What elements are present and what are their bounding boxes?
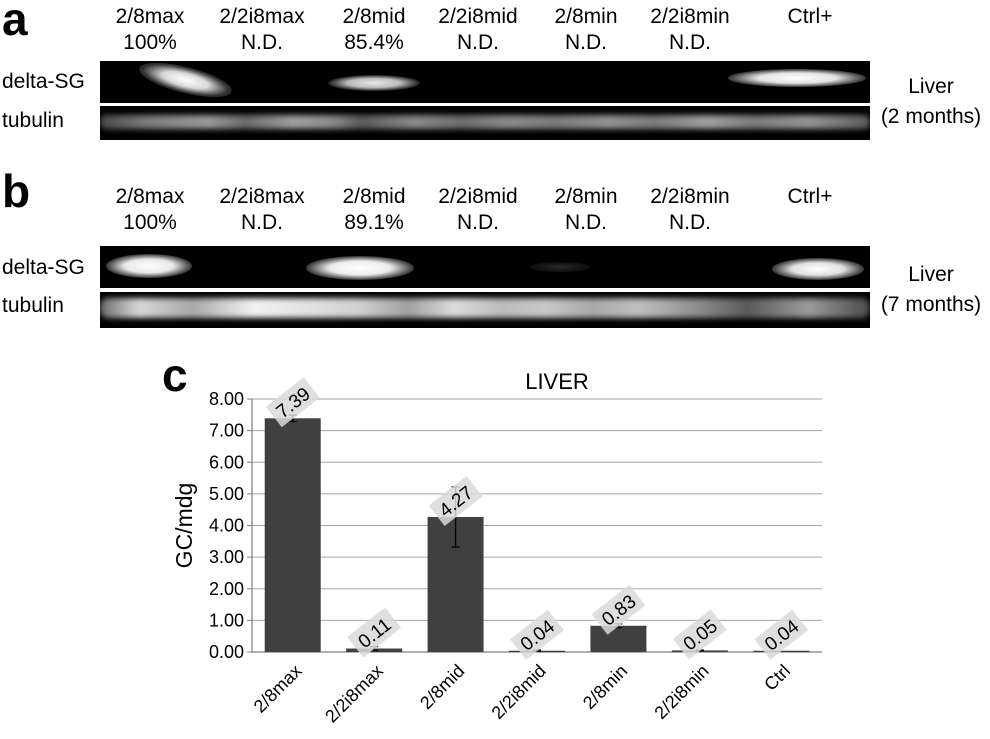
- lane-value: N.D.: [241, 211, 283, 234]
- panel-b-row-label-deltasg: delta-SG: [2, 256, 85, 279]
- data-label-bg: [591, 584, 646, 635]
- y-tick-label: 4.00: [209, 516, 244, 536]
- lane-value: 85.4%: [344, 31, 404, 54]
- bar: [264, 418, 321, 652]
- lane-header: 2/8min N.D.: [526, 4, 646, 56]
- lane-name: 2/8mid: [342, 5, 406, 28]
- panel-b-row-label-tubulin: tubulin: [2, 294, 64, 317]
- y-tick-label: 5.00: [209, 484, 244, 504]
- lane-name: 2/2i8min: [650, 5, 730, 28]
- y-tick-label: 8.00: [209, 389, 244, 409]
- lane-value: N.D.: [457, 31, 499, 54]
- data-label-bg: [265, 377, 320, 428]
- y-tick-label: 7.00: [209, 421, 244, 441]
- lane-value: N.D.: [241, 31, 283, 54]
- panel-a-deltasg-blot: [100, 61, 870, 103]
- x-tick-label: 2/2i8mid: [488, 661, 550, 723]
- lane-value: N.D.: [669, 211, 711, 234]
- y-tick-label: 3.00: [209, 547, 244, 567]
- lane-header: 2/2i8mid N.D.: [418, 184, 538, 236]
- bar: [590, 625, 647, 652]
- liver-bar-chart: LIVER GC/mdg 0.00 1.00 2.00 3.00 4.00 5.00 6.00 7…: [171, 369, 822, 727]
- chart-title: LIVER: [525, 369, 589, 394]
- panel-a-side-label-line1: Liver: [908, 75, 954, 98]
- lane-header: 2/2i8mid N.D.: [418, 4, 538, 56]
- lane-name: 2/8max: [115, 185, 185, 208]
- y-axis-label: GC/mdg: [171, 483, 197, 569]
- panel-a-tubulin-blot: [100, 106, 870, 140]
- y-tick-label: 1.00: [209, 610, 244, 630]
- lane-header: Ctrl+: [750, 184, 870, 210]
- bar: [753, 650, 810, 652]
- lane-header: 2/2i8min N.D.: [630, 184, 750, 236]
- data-label-bg: [347, 607, 402, 658]
- lane-header: 2/8mid 89.1%: [314, 184, 434, 236]
- y-tick-label: 0.00: [209, 642, 244, 662]
- y-tick-label: 2.00: [209, 579, 244, 599]
- lane-header: 2/8min N.D.: [526, 184, 646, 236]
- lane-value: N.D.: [669, 31, 711, 54]
- lane-name: 2/2i8min: [650, 185, 730, 208]
- y-tick-label: 6.00: [209, 452, 244, 472]
- panel-a-row-label-tubulin: tubulin: [2, 109, 64, 132]
- panel-b-side-label-line2: (7 months): [880, 293, 982, 316]
- lane-header: Ctrl+: [750, 4, 870, 30]
- data-label-bg: [510, 609, 564, 660]
- x-tick-label: 2/8min: [579, 661, 631, 713]
- lane-value: N.D.: [565, 31, 607, 54]
- lane-value: 89.1%: [344, 211, 404, 234]
- lane-name: Ctrl+: [787, 185, 833, 208]
- lane-name: Ctrl+: [787, 5, 833, 28]
- lane-name: 2/2i8mid: [438, 5, 518, 28]
- panel-b-letter: b: [2, 165, 31, 217]
- lane-name: 2/8min: [554, 185, 618, 208]
- lane-value: 100%: [123, 211, 177, 234]
- panel-b-side-label: Liver (7 months): [872, 262, 990, 318]
- lane-value: 100%: [123, 31, 177, 54]
- data-label-bg: [672, 609, 727, 660]
- panel-a-side-label: Liver (2 months): [872, 74, 990, 130]
- lane-name: 2/2i8max: [219, 185, 305, 208]
- lane-name: 2/2i8max: [219, 5, 305, 28]
- lane-header: 2/2i8max N.D.: [202, 184, 322, 236]
- data-label-bg: [754, 609, 809, 660]
- x-tick-label: 2/2i8min: [650, 661, 712, 723]
- lane-name: 2/8mid: [342, 185, 406, 208]
- lane-header: 2/8max 100%: [90, 184, 210, 236]
- panel-b-deltasg-blot: [100, 246, 870, 288]
- x-tick-label: 2/8max: [250, 661, 306, 717]
- lane-name: 2/8max: [115, 5, 185, 28]
- panel-a-row-label-deltasg: delta-SG: [2, 70, 85, 93]
- panel-c-letter: c: [162, 349, 188, 401]
- lane-name: 2/8min: [554, 5, 618, 28]
- lane-header: 2/8mid 85.4%: [314, 4, 434, 56]
- panel-a-side-label-line2: (2 months): [880, 105, 982, 128]
- x-tick-label: 2/8mid: [416, 661, 468, 713]
- lane-name: 2/2i8mid: [438, 185, 518, 208]
- panel-b-side-label-line1: Liver: [908, 263, 954, 286]
- lane-header: 2/8max 100%: [90, 4, 210, 56]
- lane-header: 2/2i8max N.D.: [202, 4, 322, 56]
- lane-header: 2/2i8min N.D.: [630, 4, 750, 56]
- panel-a-letter: a: [2, 0, 28, 45]
- data-label-bg: [428, 475, 483, 526]
- x-tick-label: 2/2i8max: [321, 661, 387, 727]
- x-tick-label: Ctrl: [760, 661, 794, 695]
- lane-value: N.D.: [457, 211, 499, 234]
- panel-b-tubulin-blot: [100, 292, 870, 328]
- lane-value: N.D.: [565, 211, 607, 234]
